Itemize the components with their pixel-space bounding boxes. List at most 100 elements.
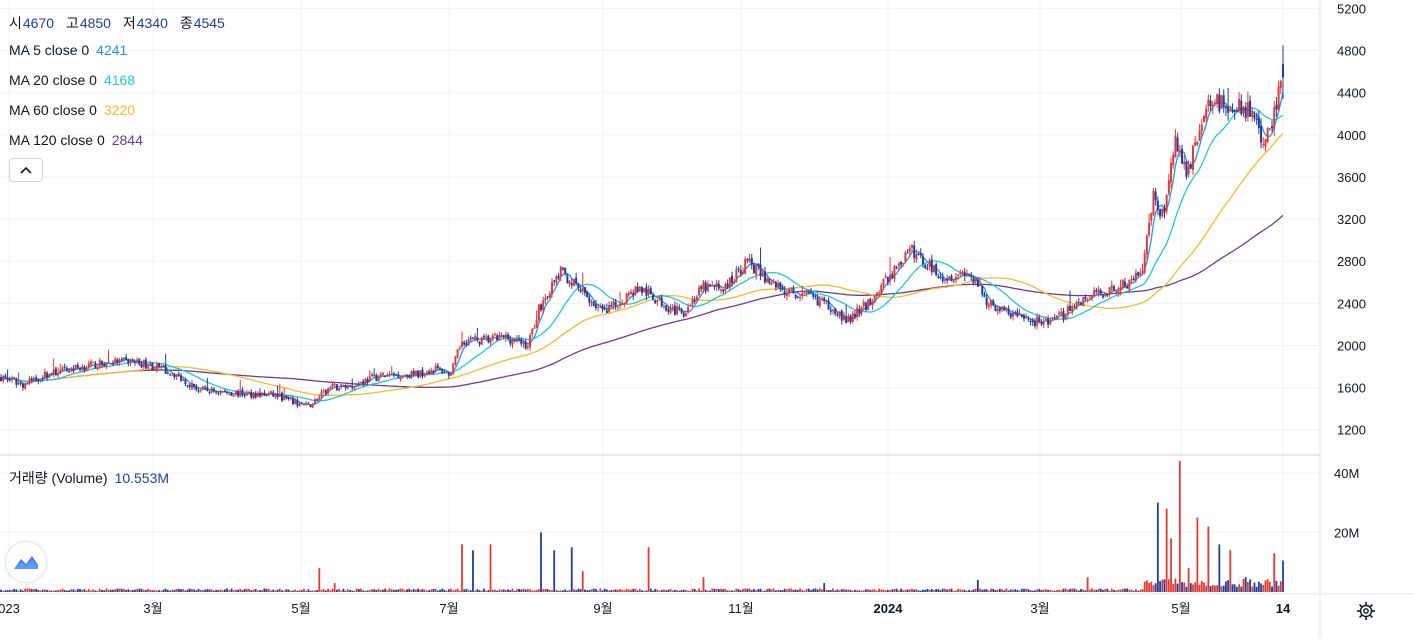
volume-bar: [230, 588, 233, 592]
volume-bar: [215, 589, 218, 592]
volume-bar: [548, 589, 551, 592]
volume-bar: [171, 589, 174, 592]
candle-body: [1198, 130, 1201, 140]
candle-body: [1231, 110, 1234, 113]
tradingview-logo-button[interactable]: [6, 542, 46, 582]
candle-body: [342, 385, 345, 387]
candle-body: [518, 338, 521, 340]
volume-bar: [74, 590, 77, 592]
volume-bar: [234, 589, 237, 592]
volume-bar: [278, 588, 281, 592]
candle-body: [678, 306, 681, 308]
candle-body: [507, 334, 510, 339]
volume-bar: [889, 590, 891, 592]
ma5-legend[interactable]: MA 5 close 0 4241: [9, 42, 127, 58]
candle-body: [805, 291, 808, 293]
candle-body: [217, 392, 220, 394]
candle-body: [502, 335, 505, 338]
volume-bar: [252, 589, 255, 592]
volume-bar: [61, 588, 64, 592]
volume-bar: [933, 590, 935, 592]
chart-settings-button[interactable]: [1354, 599, 1378, 623]
candle-body: [636, 286, 639, 292]
candle-body: [1117, 290, 1120, 293]
volume-bar: [419, 589, 422, 592]
collapse-legend-button[interactable]: [9, 158, 43, 182]
volume-bar: [586, 590, 589, 592]
candle-body: [553, 280, 556, 282]
ma60-legend[interactable]: MA 60 close 0 3220: [9, 102, 135, 118]
candle-body: [1238, 99, 1241, 112]
candle-body: [452, 363, 455, 375]
candle-body: [566, 275, 569, 284]
candle-body: [810, 292, 813, 294]
candle-body: [1227, 106, 1230, 113]
tradingview-logo-icon: [14, 556, 38, 569]
volume-bar: [1150, 581, 1153, 592]
volume-bar: [706, 590, 709, 592]
candle-body: [974, 278, 977, 282]
volume-bar: [882, 589, 885, 592]
candle-body: [1262, 144, 1265, 146]
volume-bar: [902, 590, 905, 592]
candle-body: [673, 305, 676, 315]
volume-bar: [1113, 589, 1115, 592]
volume-bar: [682, 589, 685, 592]
volume-bar: [735, 588, 738, 592]
volume-bar: [807, 588, 810, 592]
candle-body: [687, 307, 690, 313]
volume-bar: [974, 588, 977, 592]
candle-body: [641, 287, 643, 293]
volume-legend[interactable]: 거래량 (Volume) 10.553M: [9, 468, 169, 488]
candle-body: [35, 377, 38, 380]
candle-body: [401, 375, 404, 377]
candle-body: [715, 282, 718, 287]
candle-body: [869, 298, 872, 305]
candle-body: [263, 392, 266, 396]
volume-bar: [432, 588, 435, 592]
volume-bar: [717, 589, 720, 592]
ma120-label: MA 120 close 0: [9, 132, 105, 148]
candle-body: [4, 375, 7, 379]
volume-bar: [871, 589, 874, 592]
volume-bar: [722, 589, 725, 592]
volume-bar: [22, 590, 24, 592]
candle-body: [116, 359, 119, 364]
candle-body: [81, 366, 84, 370]
volume-bar: [17, 590, 20, 592]
volume-bar: [509, 590, 512, 592]
candle-body: [318, 396, 321, 400]
volume-bar: [704, 589, 707, 592]
candle-body: [994, 305, 997, 311]
candle-body: [50, 373, 53, 375]
candle-body: [15, 378, 18, 385]
candle-body: [1181, 148, 1184, 164]
volume-bar: [555, 589, 558, 592]
candle-body: [1159, 208, 1162, 217]
candle-body: [362, 381, 365, 385]
candle-body: [335, 384, 338, 391]
candle-body: [963, 271, 966, 277]
volume-bar: [1117, 589, 1120, 592]
candle-body: [1082, 297, 1085, 306]
volume-bar: [1082, 589, 1085, 592]
volume-bar: [1003, 590, 1006, 592]
volume-bar: [1045, 589, 1047, 592]
candle-body: [737, 268, 740, 270]
volume-bar: [1106, 588, 1109, 592]
volume-bar: [983, 589, 986, 592]
time-tick-label: 5월: [291, 601, 310, 616]
ma120-legend[interactable]: MA 120 close 0 2844: [9, 132, 143, 148]
ma20-legend[interactable]: MA 20 close 0 4168: [9, 72, 135, 88]
volume-bar: [691, 588, 694, 592]
candle-body: [755, 264, 758, 275]
candle-body: [439, 367, 442, 369]
volume-bar: [504, 589, 507, 592]
candle-body: [1242, 106, 1245, 114]
volume-bar: [353, 590, 356, 592]
candle-body: [1027, 318, 1030, 320]
candle-body: [1132, 278, 1135, 281]
volume-bar: [184, 590, 187, 592]
